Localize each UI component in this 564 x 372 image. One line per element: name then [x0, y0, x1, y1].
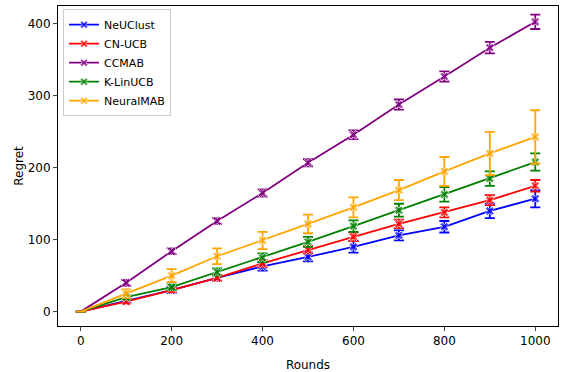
svg-text:Regret: Regret: [12, 146, 26, 186]
svg-text:400: 400: [251, 334, 274, 348]
svg-text:400: 400: [28, 17, 51, 31]
svg-text:K-LinUCB: K-LinUCB: [104, 76, 153, 89]
svg-text:1000: 1000: [520, 334, 551, 348]
svg-text:600: 600: [342, 334, 365, 348]
svg-text:800: 800: [433, 334, 456, 348]
svg-text:0: 0: [77, 334, 85, 348]
svg-text:CCMAB: CCMAB: [104, 57, 144, 70]
svg-text:100: 100: [28, 233, 51, 247]
svg-text:200: 200: [160, 334, 183, 348]
svg-text:200: 200: [28, 161, 51, 175]
svg-text:0: 0: [43, 305, 51, 319]
svg-text:NeUClust: NeUClust: [104, 19, 155, 32]
svg-text:NeuralMAB: NeuralMAB: [104, 95, 165, 108]
svg-text:300: 300: [28, 89, 51, 103]
svg-text:CN-UCB: CN-UCB: [104, 38, 147, 51]
svg-text:Rounds: Rounds: [286, 358, 330, 372]
